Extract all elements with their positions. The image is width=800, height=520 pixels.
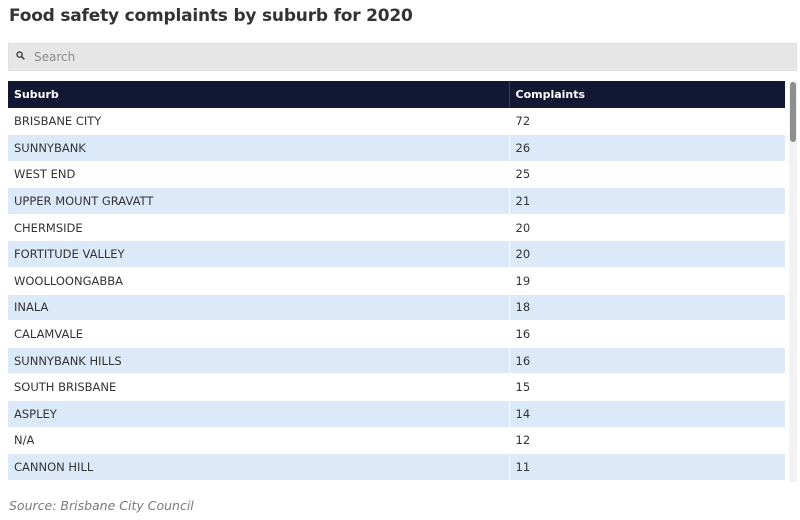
- suburb-cell: N/A: [8, 427, 510, 455]
- complaints-cell: 25: [509, 161, 786, 189]
- search-icon: [9, 44, 31, 70]
- suburb-cell: INALA: [8, 294, 510, 322]
- table-row: N/A 12: [8, 427, 786, 455]
- search-input[interactable]: [31, 44, 771, 70]
- source-note: Source: Brisbane City Council: [9, 498, 194, 513]
- complaints-table-container: Suburb Complaints BRISBANE CITY 72 SUNNYBA…: [8, 81, 798, 482]
- table-row: ASPLEY 14: [8, 400, 786, 428]
- suburb-cell: WOOLLOONGABBA: [8, 267, 510, 295]
- suburb-cell: FORTITUDE VALLEY: [8, 240, 510, 269]
- suburb-cell: WEST END: [8, 161, 510, 189]
- table-row: INALA 18: [8, 294, 786, 322]
- complaints-cell: 18: [509, 294, 786, 322]
- complaints-cell: 72: [509, 108, 786, 136]
- column-header-complaints[interactable]: Complaints: [509, 81, 785, 108]
- scrollbar-thumb[interactable]: [790, 82, 796, 142]
- suburb-cell: SOUTH BRISBANE: [8, 373, 510, 402]
- column-header-suburb[interactable]: Suburb: [8, 81, 510, 108]
- table-row: SUNNYBANK 26: [8, 134, 786, 162]
- table-body: BRISBANE CITY 72 SUNNYBANK 26 WEST END 25 UPPE…: [8, 108, 786, 481]
- suburb-cell: BRISBANE CITY: [8, 108, 510, 136]
- complaints-cell: 20: [509, 240, 786, 269]
- complaints-cell: 12: [509, 427, 786, 455]
- table-row: CANNON HILL 11: [8, 453, 786, 481]
- table-row: WEST END 25: [8, 161, 786, 189]
- table-row: WOOLLOONGABBA 19: [8, 267, 786, 295]
- page-title: Food safety complaints by suburb for 202…: [9, 6, 413, 26]
- table-row: UPPER MOUNT GRAVATT 21: [8, 187, 786, 215]
- complaints-cell: 26: [509, 134, 786, 162]
- complaints-cell: 16: [509, 320, 786, 348]
- complaints-cell: 11: [509, 453, 786, 481]
- suburb-cell: SUNNYBANK: [8, 134, 510, 162]
- table-scrollbar[interactable]: [789, 81, 797, 482]
- table-row: CALAMVALE 16: [8, 320, 786, 348]
- table-row: CHERMSIDE 20: [8, 214, 786, 242]
- complaints-cell: 21: [509, 187, 786, 215]
- table-row: SOUTH BRISBANE 15: [8, 373, 786, 402]
- complaints-cell: 16: [509, 347, 786, 375]
- suburb-cell: CANNON HILL: [8, 453, 510, 481]
- suburb-cell: SUNNYBANK HILLS: [8, 347, 510, 375]
- complaints-cell: 19: [509, 267, 786, 295]
- suburb-cell: CHERMSIDE: [8, 214, 510, 242]
- complaints-cell: 14: [509, 400, 786, 428]
- suburb-cell: ASPLEY: [8, 400, 510, 428]
- suburb-cell: UPPER MOUNT GRAVATT: [8, 187, 510, 215]
- table-row: FORTITUDE VALLEY 20: [8, 240, 786, 269]
- suburb-cell: CALAMVALE: [8, 320, 510, 348]
- table-header-row: Suburb Complaints: [8, 81, 785, 108]
- complaints-table: Suburb Complaints BRISBANE CITY 72 SUNNYBA…: [8, 81, 786, 481]
- complaints-cell: 15: [509, 373, 786, 402]
- table-row: BRISBANE CITY 72: [8, 108, 786, 136]
- table-row: SUNNYBANK HILLS 16: [8, 347, 786, 375]
- complaints-cell: 20: [509, 214, 786, 242]
- search-bar[interactable]: [8, 43, 797, 71]
